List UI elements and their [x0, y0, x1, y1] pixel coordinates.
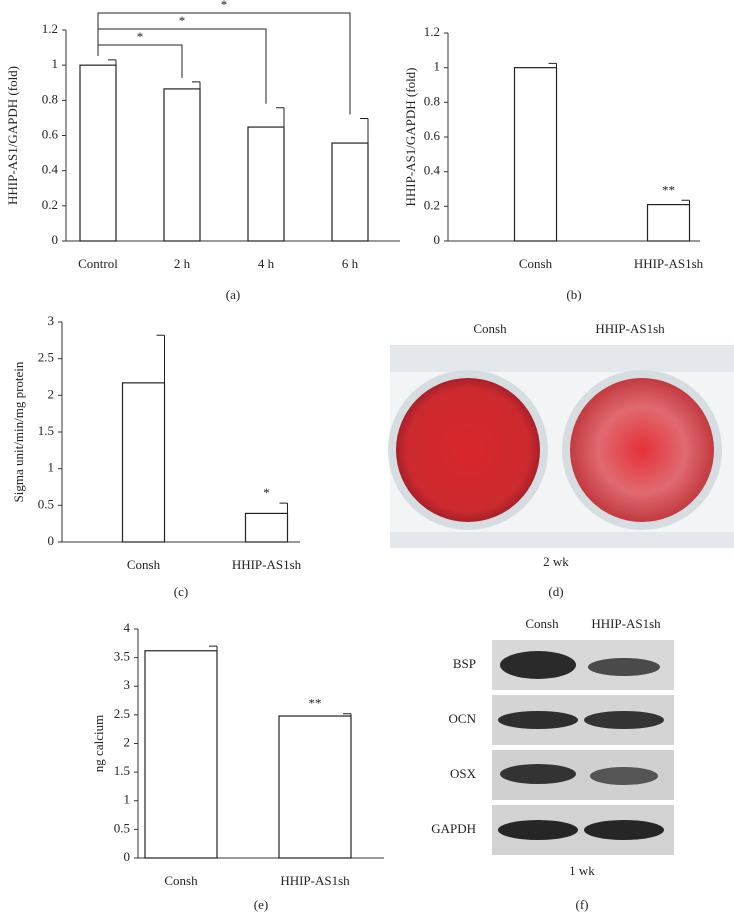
y-axis-label: HHIP-AS1/GAPDH (fold)	[5, 66, 20, 205]
y-tick-label: 0.5	[114, 820, 130, 835]
panel-label: (a)	[226, 287, 240, 302]
western-blot	[492, 640, 674, 855]
y-tick-label: 1.2	[424, 24, 440, 39]
staining-photo	[388, 345, 734, 548]
error-bar	[108, 59, 117, 66]
y-tick-label: 4	[124, 620, 131, 635]
error-bar	[548, 62, 557, 68]
significance-label: *	[179, 13, 186, 28]
y-axis-label: Sigma unit/min/mg protein	[11, 361, 26, 502]
blot-row-label: BSP	[453, 656, 476, 671]
y-tick-label: 1	[124, 792, 131, 807]
y-tick-label: 0.6	[424, 128, 441, 143]
y-axis-label: ng calcium	[91, 715, 106, 772]
y-tick-label: 0.8	[424, 93, 440, 108]
x-tick-label: HHIP-AS1sh	[232, 557, 302, 572]
y-tick-label: 1.2	[42, 21, 58, 36]
y-tick-label: 3.5	[114, 649, 130, 664]
x-tick-label: 4 h	[258, 256, 275, 271]
x-tick-label: HHIP-AS1sh	[634, 256, 704, 271]
y-tick-label: 0.6	[42, 126, 59, 141]
y-tick-label: 0.2	[42, 197, 58, 212]
y-tick-label: 0.2	[424, 197, 440, 212]
x-tick-label: Consh	[164, 873, 198, 888]
panel-label: (f)	[576, 897, 589, 912]
y-tick-label: 1.5	[114, 763, 130, 778]
panel-label: (c)	[174, 584, 188, 599]
x-tick-label: Control	[78, 256, 118, 271]
significance-label: *	[221, 0, 228, 12]
significance-label: *	[137, 29, 144, 44]
x-tick-label: 6 h	[342, 256, 359, 271]
y-tick-label: 0	[124, 849, 131, 864]
significance-label: **	[309, 696, 322, 711]
x-tick-label: HHIP-AS1sh	[280, 873, 350, 888]
error-bar	[156, 334, 165, 383]
y-tick-label: 0	[434, 232, 441, 247]
panel-label: (d)	[548, 584, 563, 599]
error-bar	[681, 199, 690, 205]
y-tick-label: 0.8	[42, 91, 58, 106]
blot-row-label: GAPDH	[431, 821, 476, 836]
error-bar	[343, 713, 352, 717]
bar	[163, 88, 201, 242]
y-tick-label: 2	[124, 734, 131, 749]
error-bar	[279, 502, 288, 514]
y-tick-label: 0	[52, 232, 59, 247]
panel-label: (b)	[566, 287, 581, 302]
bar	[244, 512, 289, 543]
y-tick-label: 3	[124, 677, 131, 692]
error-bar	[192, 81, 201, 89]
y-tick-label: 2.5	[114, 706, 130, 721]
x-tick-label: Consh	[519, 256, 553, 271]
bar	[646, 204, 691, 242]
y-tick-label: 1.5	[38, 423, 54, 438]
blot-row-label: OSX	[450, 766, 477, 781]
y-tick-label: 0	[48, 533, 55, 548]
blot-col-label: HHIP-AS1sh	[591, 616, 661, 631]
y-tick-label: 3	[48, 313, 55, 328]
y-tick-label: 2.5	[38, 350, 54, 365]
blot-col-label: Consh	[525, 616, 559, 631]
error-bar	[276, 107, 285, 128]
x-tick-label: 2 h	[174, 256, 191, 271]
bar	[247, 126, 285, 242]
bar	[121, 382, 166, 543]
y-tick-label: 1	[48, 460, 55, 475]
y-tick-label: 2	[48, 386, 55, 401]
bar	[144, 650, 218, 859]
blot-time: 1 wk	[569, 863, 595, 878]
error-bar	[360, 117, 369, 144]
significance-label: **	[662, 182, 675, 197]
y-tick-label: 0.5	[38, 496, 54, 511]
significance-label: *	[263, 485, 270, 500]
bar	[278, 715, 352, 859]
bar	[513, 67, 558, 242]
stain-col-label: Consh	[473, 321, 507, 336]
error-bar	[209, 645, 218, 651]
y-tick-label: 1	[52, 56, 59, 71]
x-tick-label: Consh	[127, 557, 161, 572]
stain-col-label: HHIP-AS1sh	[595, 321, 665, 336]
bar	[331, 142, 369, 242]
significance-bracket	[97, 12, 351, 115]
y-tick-label: 0.4	[424, 163, 441, 178]
blot-row-label: OCN	[449, 711, 477, 726]
stain-time: 2 wk	[543, 554, 569, 569]
y-tick-label: 1	[434, 59, 441, 74]
panel-label: (e)	[254, 897, 268, 912]
y-axis-label: HHIP-AS1/GAPDH (fold)	[403, 67, 418, 206]
y-tick-label: 0.4	[42, 162, 59, 177]
bar	[79, 64, 117, 242]
